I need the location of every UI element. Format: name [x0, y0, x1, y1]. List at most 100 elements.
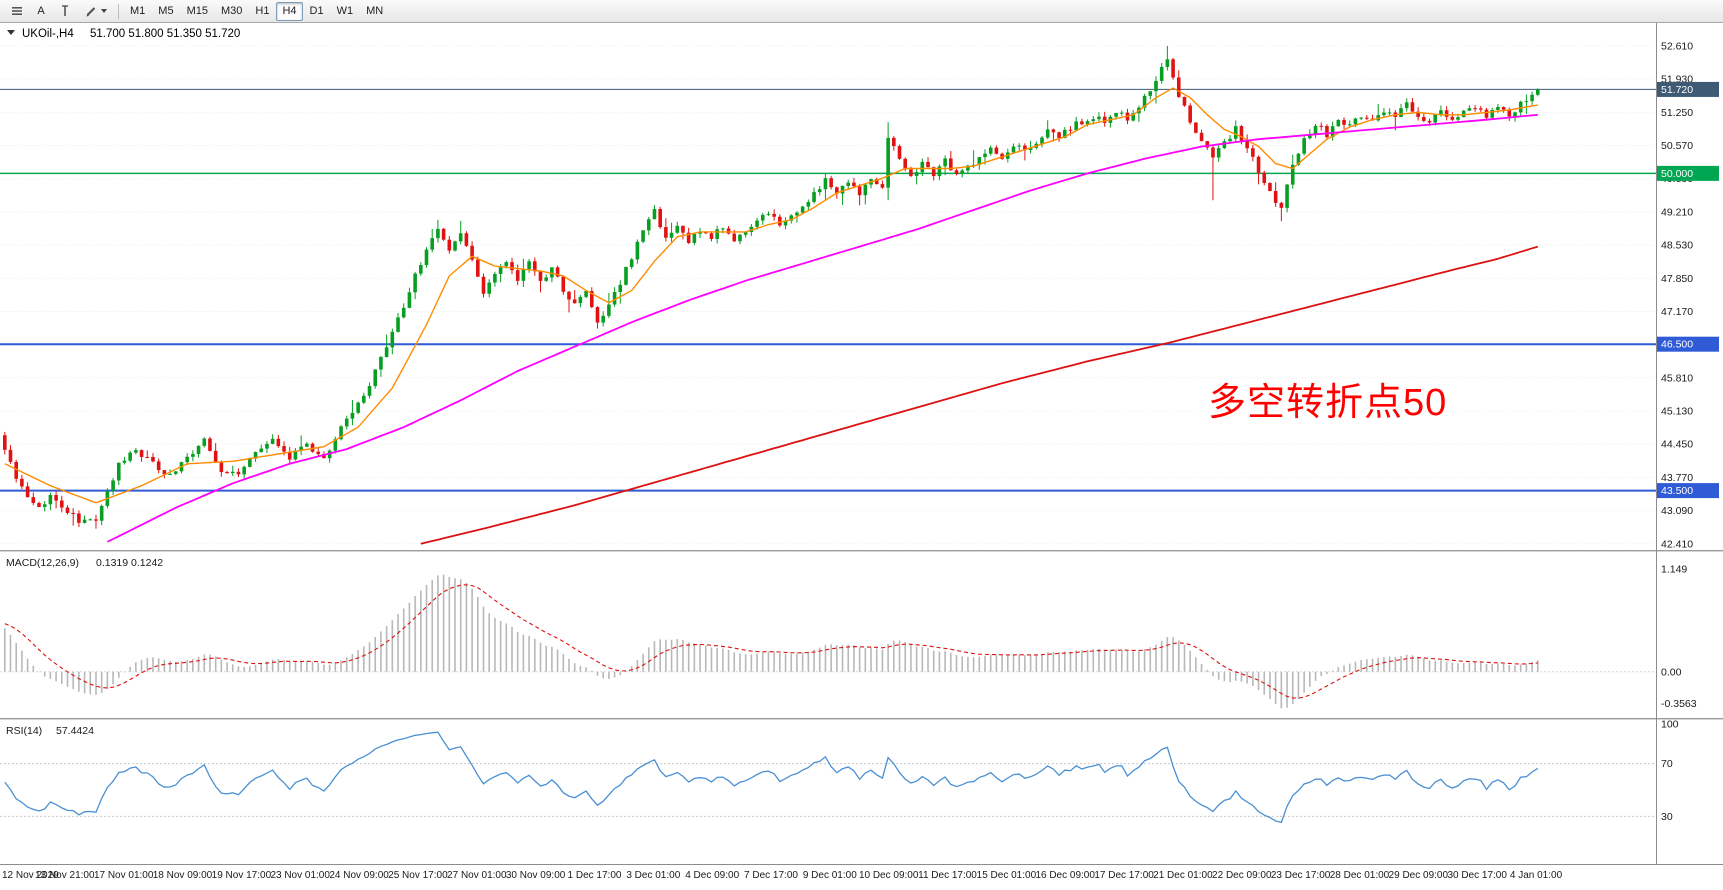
candle: [1245, 140, 1249, 149]
candle: [721, 228, 725, 230]
chart-annotation: 多空转折点50: [1208, 382, 1447, 424]
candle: [1211, 147, 1215, 158]
candle: [1279, 202, 1284, 208]
candle: [162, 470, 167, 475]
timeframe-button-h1[interactable]: H1: [255, 5, 270, 17]
price-tick-label: 50.570: [1661, 140, 1693, 152]
candle: [1199, 132, 1204, 142]
timeframe-button-m1[interactable]: M1: [130, 5, 146, 17]
candle: [1501, 106, 1506, 110]
timeframe-button-m30[interactable]: M30: [220, 5, 243, 17]
candle: [344, 418, 349, 427]
price-badge-label: 43.500: [1661, 485, 1693, 497]
candle: [316, 451, 321, 455]
candle: [236, 471, 241, 475]
candle: [1484, 109, 1489, 118]
candle: [1171, 59, 1175, 78]
candle: [629, 259, 634, 268]
candle: [1524, 101, 1529, 103]
candle: [299, 446, 303, 451]
price-badge-level-50[interactable]: [1657, 165, 1719, 181]
time-tick-label: 12 Nov 2020: [2, 870, 59, 881]
candle: [151, 456, 155, 462]
timeframe-button-h4[interactable]: H4: [276, 1, 303, 21]
candle: [1404, 102, 1409, 109]
timeframe-button-mn[interactable]: MN: [366, 5, 384, 17]
time-tick-label: 13 Nov 21:00: [35, 870, 95, 881]
candle: [59, 500, 64, 508]
candle: [1365, 117, 1369, 119]
candle: [265, 443, 269, 449]
timeframe-button-m5[interactable]: M5: [158, 5, 174, 17]
candle: [31, 497, 36, 504]
candle: [493, 273, 497, 283]
vertical-line-tool-button[interactable]: [52, 2, 78, 21]
candle: [322, 454, 326, 459]
chart-symbol-title: UKOil-,H4: [22, 28, 74, 40]
candle: [692, 233, 697, 243]
candle: [829, 178, 833, 188]
candle: [42, 504, 47, 507]
candle: [1496, 106, 1500, 110]
panel-separators[interactable]: [0, 23, 1723, 865]
candle: [1176, 77, 1181, 97]
cursor-tool-button[interactable]: A: [30, 2, 52, 21]
candle: [840, 185, 845, 194]
candle: [772, 213, 776, 217]
candle: [453, 241, 457, 251]
candle: [1490, 109, 1495, 118]
candle: [37, 503, 41, 507]
price-badge-level-46-5[interactable]: [1657, 336, 1719, 352]
price-tick-label: 47.850: [1661, 273, 1693, 285]
timeframe-button-m15[interactable]: M15: [186, 5, 208, 17]
candle: [675, 225, 680, 233]
candle: [145, 456, 150, 458]
candle: [624, 267, 628, 285]
candle: [886, 137, 890, 188]
candle: [669, 232, 674, 238]
candle: [1251, 148, 1255, 157]
candle: [966, 165, 970, 171]
rsi-label: RSI(14): [6, 725, 42, 737]
candle: [561, 276, 566, 292]
candle: [441, 228, 446, 240]
candle: [1028, 147, 1033, 151]
candle: [646, 219, 651, 231]
price-badge-current: [1657, 81, 1719, 97]
candle: [703, 232, 708, 234]
candle: [1045, 129, 1050, 138]
chart-list-button[interactable]: [4, 2, 30, 21]
candle: [419, 265, 423, 274]
candle: [94, 519, 98, 521]
candle: [601, 315, 605, 323]
candle: [732, 233, 737, 242]
time-tick-label: 4 Dec 09:00: [685, 870, 739, 881]
candle: [213, 450, 218, 463]
candle: [903, 158, 908, 170]
vertical-line-icon: [62, 5, 68, 16]
candle: [458, 233, 463, 242]
candle: [1188, 105, 1192, 123]
candle: [185, 456, 189, 463]
timeframe-button-d1[interactable]: D1: [309, 5, 324, 17]
candle: [715, 229, 719, 239]
time-tick-label: 28 Dec 01:00: [1330, 870, 1390, 881]
candle: [225, 472, 229, 474]
candle: [1074, 121, 1078, 131]
draw-tool-button[interactable]: [78, 2, 113, 21]
timeframe-button-w1[interactable]: W1: [336, 5, 354, 17]
candle: [1536, 89, 1540, 95]
price-badge-level-43-5[interactable]: [1657, 483, 1719, 499]
price-tick-label: 44.450: [1661, 439, 1693, 451]
collapse-triangle-icon[interactable]: [7, 30, 15, 35]
time-tick-label: 19 Nov 17:00: [212, 870, 272, 881]
candle: [1319, 125, 1324, 127]
candle: [1382, 112, 1386, 116]
candle: [800, 206, 805, 213]
chart-plot-area[interactable]: [0, 23, 1656, 550]
candle: [282, 446, 286, 452]
candle: [1347, 124, 1352, 126]
candle: [1342, 119, 1346, 125]
candle: [920, 161, 925, 173]
